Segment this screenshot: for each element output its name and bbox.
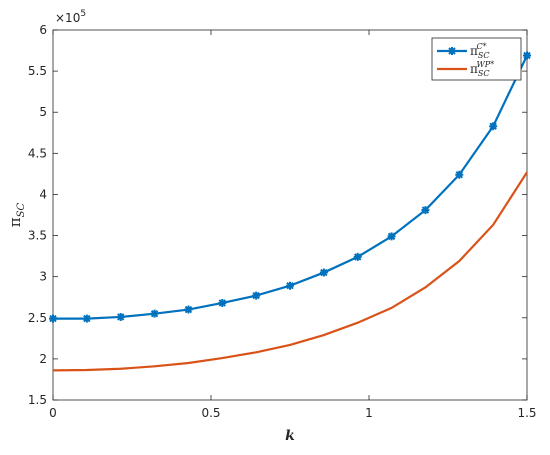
y-tick-label: 2 <box>39 352 47 366</box>
y-tick-label: 2.5 <box>28 311 47 325</box>
x-tick-label: 1 <box>365 406 373 420</box>
y-tick-label: 4.5 <box>28 146 47 160</box>
y-multiplier-exp: 5 <box>80 9 86 19</box>
x-axis-label: k <box>285 428 295 444</box>
legend-name: π <box>470 44 478 58</box>
point-marker <box>116 312 125 321</box>
point-marker <box>252 291 261 300</box>
y-multiplier: ×105 <box>55 9 86 25</box>
y-tick-label: 4 <box>39 187 47 201</box>
legend-box <box>431 37 522 81</box>
legend-sub: SC <box>478 69 490 78</box>
x-tick-label: 0.5 <box>201 406 220 420</box>
y-tick-label: 6 <box>39 23 47 37</box>
legend-sup: WP* <box>477 60 495 69</box>
legend-label: πSCWP* <box>470 60 494 78</box>
plot-area <box>52 29 528 401</box>
y-multiplier-base: ×10 <box>55 11 80 25</box>
series-line <box>52 171 528 372</box>
point-marker <box>421 206 430 215</box>
point-marker <box>523 51 531 60</box>
point-marker <box>353 252 362 261</box>
x-tick-label: 0 <box>49 406 57 420</box>
legend-sup: C* <box>477 42 487 51</box>
point-marker <box>49 314 57 323</box>
point-marker <box>319 268 328 277</box>
point-marker <box>455 170 464 179</box>
point-marker <box>387 232 396 241</box>
legend-sub: SC <box>478 51 490 60</box>
y-tick-label: 1.5 <box>28 393 47 407</box>
point-marker <box>218 298 227 307</box>
legend-name: π <box>470 62 478 76</box>
y-axis-label: πSC <box>6 202 27 227</box>
y-label-main: π <box>6 217 24 227</box>
x-tick-label: 1.5 <box>517 406 536 420</box>
y-tick-label: 5 <box>39 105 47 119</box>
point-marker <box>82 314 91 323</box>
y-tick-label: 3.5 <box>28 229 47 243</box>
legend-marker <box>448 47 456 55</box>
legend-label: πSCC* <box>470 42 490 60</box>
point-marker <box>184 305 193 314</box>
y-label-sub: SC <box>16 202 27 217</box>
point-marker <box>489 122 498 131</box>
point-marker <box>150 309 159 318</box>
point-marker <box>286 281 294 290</box>
y-tick-label: 5.5 <box>28 64 47 78</box>
y-tick-label: 3 <box>39 270 47 284</box>
